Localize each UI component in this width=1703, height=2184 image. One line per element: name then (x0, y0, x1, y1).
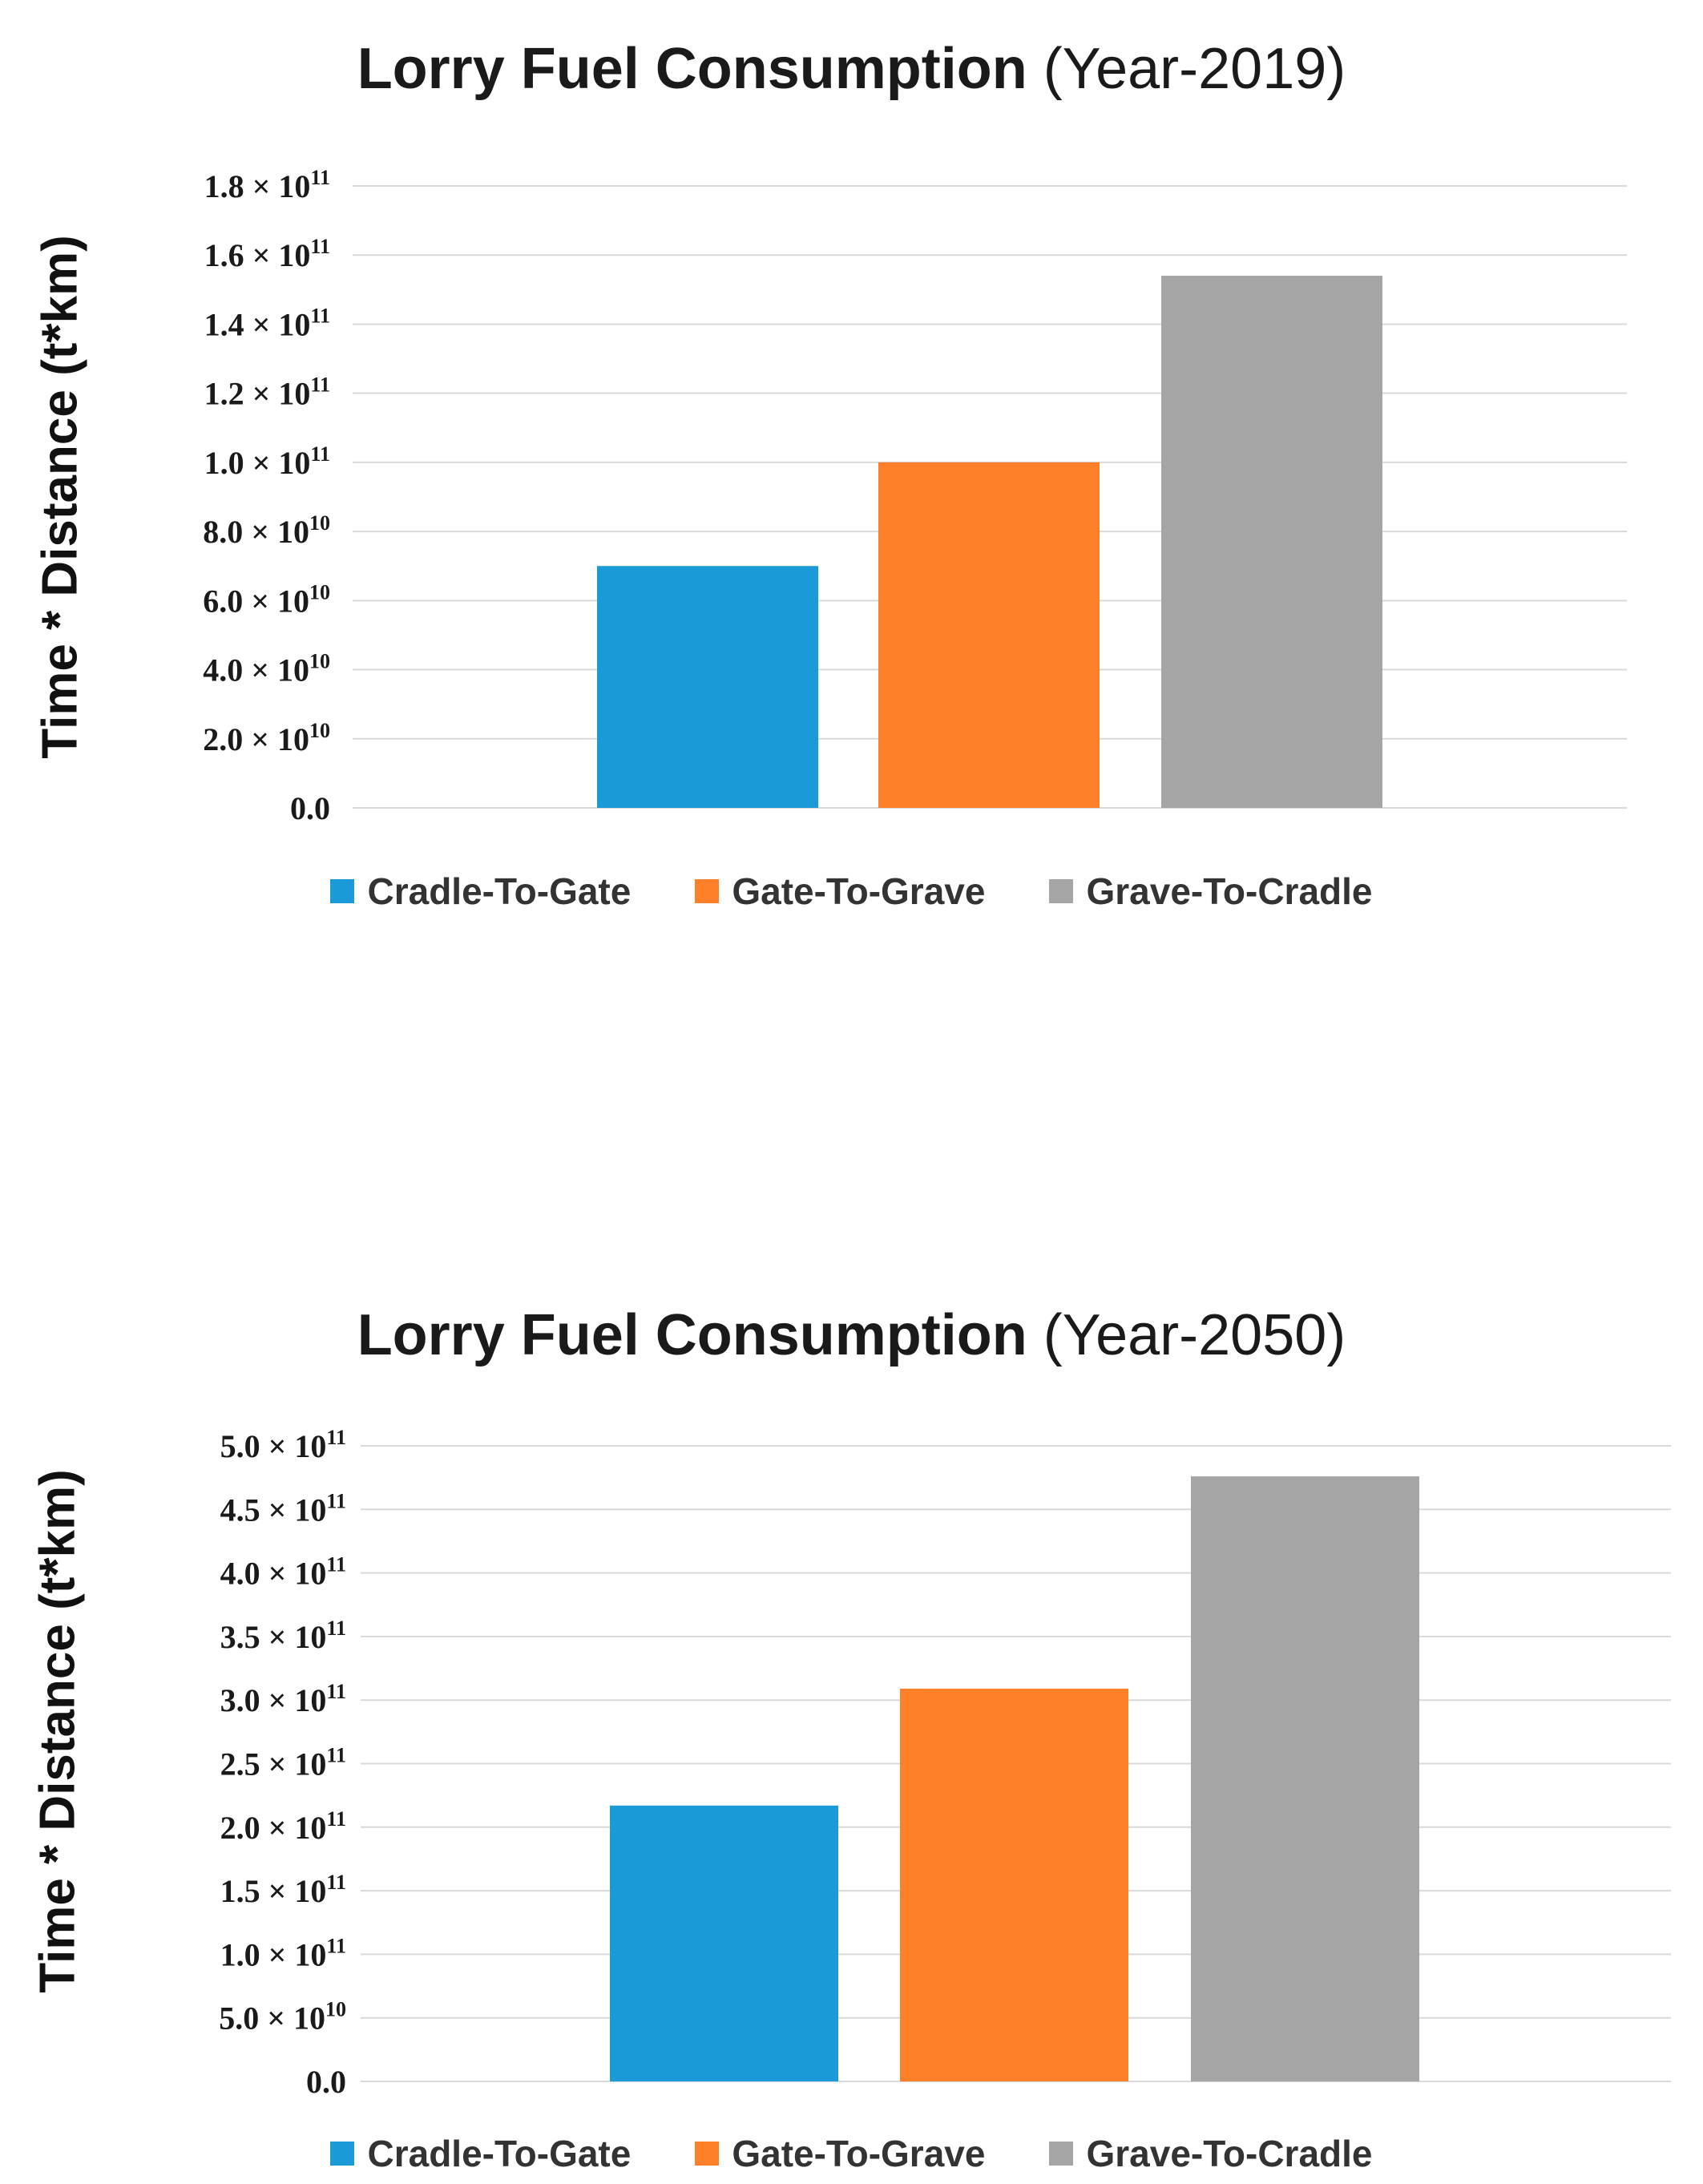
bar-chart-2019: 0.0 2.0 × 1010 4.0 × 1010 6.0 × 1010 8.0 × 1… (203, 166, 1627, 826)
y-tick-label: 2.0 × 1011 (220, 1807, 346, 1846)
legend-label: Cradle-To-Gate (367, 2133, 632, 2174)
legend-item-cradle-to-gate: Cradle-To-Gate (330, 870, 631, 913)
chart-title-year: (Year-2050) (1043, 1303, 1346, 1367)
y-tick-label: 0.0 (290, 790, 330, 826)
y-tick-label: 3.0 × 1011 (220, 1680, 346, 1718)
legend-label: Grave-To-Cradle (1086, 870, 1373, 912)
legend-swatch-cradle-to-gate (330, 879, 355, 903)
y-tick-label: 0.0 (306, 2064, 346, 2100)
y-tick-label: 2.5 × 1011 (220, 1744, 346, 1782)
chart-title: Lorry Fuel Consumption (Year-2019) (0, 36, 1703, 102)
legend-item-grave-to-cradle: Grave-To-Cradle (1049, 870, 1373, 913)
y-tick-label: 4.0 × 1011 (220, 1553, 346, 1592)
y-tick-label: 1.4 × 1011 (204, 304, 330, 342)
bar-grave-to-cradle (1161, 276, 1382, 809)
chart-title-main: Lorry Fuel Consumption (357, 37, 1027, 101)
legend-item-gate-to-grave: Gate-To-Grave (695, 2132, 985, 2175)
legend-swatch-gate-to-grave (695, 879, 720, 903)
y-tick-label: 1.2 × 1011 (204, 373, 330, 412)
legend-item-grave-to-cradle: Grave-To-Cradle (1049, 2132, 1373, 2175)
chart-title: Lorry Fuel Consumption (Year-2050) (0, 1302, 1703, 1368)
bar-gate-to-grave (878, 462, 1100, 808)
legend-item-cradle-to-gate: Cradle-To-Gate (330, 2132, 631, 2175)
legend-label: Cradle-To-Gate (367, 870, 632, 912)
y-tick-label: 1.8 × 1011 (204, 166, 330, 204)
bar-chart-2050: 0.0 5.0 × 1010 1.0 × 1011 1.5 × 1011 2.0 × 1… (219, 1426, 1671, 2100)
chart-2019: Lorry Fuel Consumption (Year-2019) Time … (0, 0, 1703, 922)
y-tick-label: 1.0 × 1011 (220, 1934, 346, 1972)
y-tick-label: 5.0 × 1011 (220, 1426, 346, 1464)
y-tick-label: 1.5 × 1011 (220, 1871, 346, 1909)
y-tick-label: 6.0 × 1010 (203, 580, 330, 619)
y-tick-label: 2.0 × 1010 (203, 719, 330, 757)
bar-gate-to-grave (900, 1688, 1128, 2081)
y-tick-label: 8.0 × 1010 (203, 511, 330, 550)
legend-swatch-grave-to-cradle (1049, 879, 1074, 903)
legend-label: Gate-To-Grave (732, 870, 986, 912)
y-tick-label: 5.0 × 1010 (219, 1998, 346, 2037)
bar-grave-to-cradle (1191, 1476, 1419, 2081)
chart-2050: Lorry Fuel Consumption (Year-2050) Time … (0, 1266, 1703, 2184)
chart-title-year: (Year-2019) (1043, 37, 1346, 101)
y-tick-label: 1.6 × 1011 (204, 235, 330, 273)
legend-label: Gate-To-Grave (732, 2133, 986, 2174)
y-tick-label: 4.5 × 1011 (220, 1489, 346, 1528)
bar-cradle-to-gate (597, 566, 818, 808)
chart-title-main: Lorry Fuel Consumption (357, 1303, 1027, 1367)
y-tick-label: 3.5 × 1011 (220, 1617, 346, 1655)
y-tick-label: 4.0 × 1010 (203, 650, 330, 688)
bar-cradle-to-gate (610, 1805, 838, 2081)
legend-swatch-cradle-to-gate (330, 2142, 355, 2166)
legend-swatch-grave-to-cradle (1049, 2142, 1074, 2166)
y-tick-label: 1.0 × 1011 (204, 442, 330, 481)
legend: Cradle-To-Gate Gate-To-Grave Grave-To-Cr… (0, 2132, 1703, 2175)
legend-swatch-gate-to-grave (695, 2142, 720, 2166)
legend-label: Grave-To-Cradle (1086, 2133, 1373, 2174)
legend-item-gate-to-grave: Gate-To-Grave (695, 870, 985, 913)
legend: Cradle-To-Gate Gate-To-Grave Grave-To-Cr… (0, 870, 1703, 913)
